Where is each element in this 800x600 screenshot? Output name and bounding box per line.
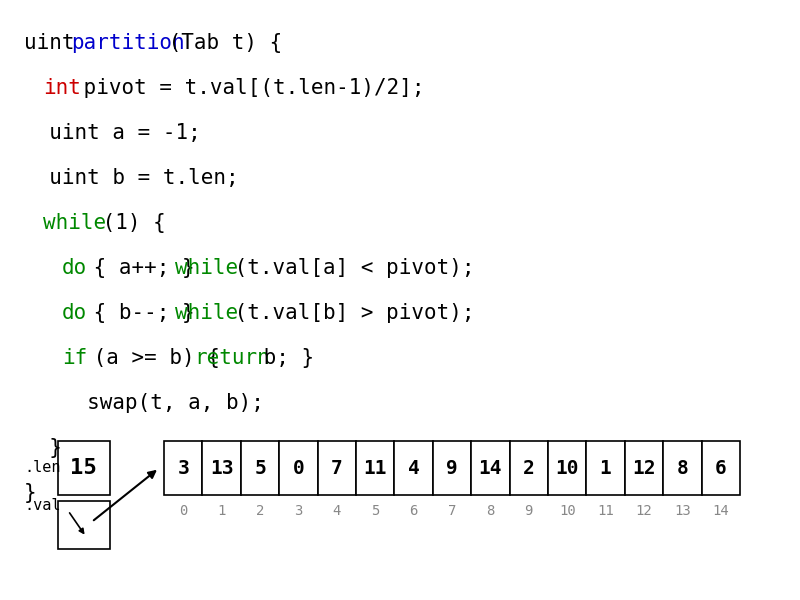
Bar	[663, 441, 702, 495]
Text: 11: 11	[598, 504, 614, 518]
Bar	[510, 441, 548, 495]
Text: 3: 3	[178, 458, 189, 478]
Text: .val: .val	[24, 498, 61, 513]
Text: 14: 14	[478, 458, 502, 478]
Bar	[586, 441, 625, 495]
Text: 3: 3	[294, 504, 302, 518]
Text: (t.val[b] > pivot);: (t.val[b] > pivot);	[222, 303, 474, 323]
Text: { b--; }: { b--; }	[81, 303, 207, 323]
Text: while: while	[43, 213, 106, 233]
Text: 0: 0	[293, 458, 304, 478]
Text: uint b = t.len;: uint b = t.len;	[24, 168, 238, 188]
Bar	[202, 441, 241, 495]
Text: b; }: b; }	[250, 348, 314, 368]
Text: 1: 1	[218, 504, 226, 518]
Bar	[164, 441, 202, 495]
Text: 0: 0	[179, 504, 187, 518]
Bar	[356, 441, 394, 495]
Text: 6: 6	[410, 504, 418, 518]
Text: 9: 9	[525, 504, 533, 518]
Text: 6: 6	[715, 458, 726, 478]
Text: uint: uint	[24, 33, 87, 53]
Bar	[471, 441, 510, 495]
Text: 1: 1	[600, 458, 611, 478]
Text: 4: 4	[408, 458, 419, 478]
Text: 10: 10	[559, 504, 575, 518]
Text: 13: 13	[210, 458, 234, 478]
Bar	[241, 441, 279, 495]
Text: }: }	[24, 438, 62, 458]
Text: 14: 14	[713, 504, 729, 518]
Text: }: }	[24, 483, 37, 503]
Text: do: do	[62, 258, 87, 278]
Text: .len: .len	[24, 461, 61, 475]
Text: 15: 15	[70, 458, 97, 478]
Text: 11: 11	[363, 458, 387, 478]
Text: 2: 2	[523, 458, 534, 478]
Bar	[318, 441, 356, 495]
Text: 9: 9	[446, 458, 458, 478]
Text: 12: 12	[636, 504, 652, 518]
Text: (Tab t) {: (Tab t) {	[156, 33, 282, 53]
Text: return: return	[194, 348, 270, 368]
Text: 12: 12	[632, 458, 656, 478]
Bar	[702, 441, 740, 495]
Text: 2: 2	[256, 504, 264, 518]
Text: { a++; }: { a++; }	[81, 258, 207, 278]
Text: (1) {: (1) {	[90, 213, 166, 233]
Text: partition: partition	[71, 33, 185, 53]
Bar	[279, 441, 318, 495]
Text: while: while	[175, 258, 238, 278]
Text: 8: 8	[677, 458, 688, 478]
Text: 10: 10	[555, 458, 579, 478]
Bar	[625, 441, 663, 495]
Text: (t.val[a] < pivot);: (t.val[a] < pivot);	[222, 258, 474, 278]
Text: 13: 13	[674, 504, 690, 518]
Text: if: if	[62, 348, 87, 368]
Text: 8: 8	[486, 504, 494, 518]
Text: while: while	[175, 303, 238, 323]
Text: uint a = -1;: uint a = -1;	[24, 123, 201, 143]
Bar	[58, 441, 110, 495]
Text: 4: 4	[333, 504, 341, 518]
Text: 7: 7	[448, 504, 456, 518]
Bar	[394, 441, 433, 495]
Bar	[433, 441, 471, 495]
Text: (a >= b) {: (a >= b) {	[81, 348, 232, 368]
Bar	[548, 441, 586, 495]
Text: swap(t, a, b);: swap(t, a, b);	[24, 393, 264, 413]
Text: 5: 5	[254, 458, 266, 478]
Text: do: do	[62, 303, 87, 323]
Bar	[58, 501, 110, 549]
Text: pivot = t.val[(t.len-1)/2];: pivot = t.val[(t.len-1)/2];	[71, 78, 425, 98]
Text: 5: 5	[371, 504, 379, 518]
Text: int: int	[43, 78, 81, 98]
Text: 7: 7	[331, 458, 342, 478]
